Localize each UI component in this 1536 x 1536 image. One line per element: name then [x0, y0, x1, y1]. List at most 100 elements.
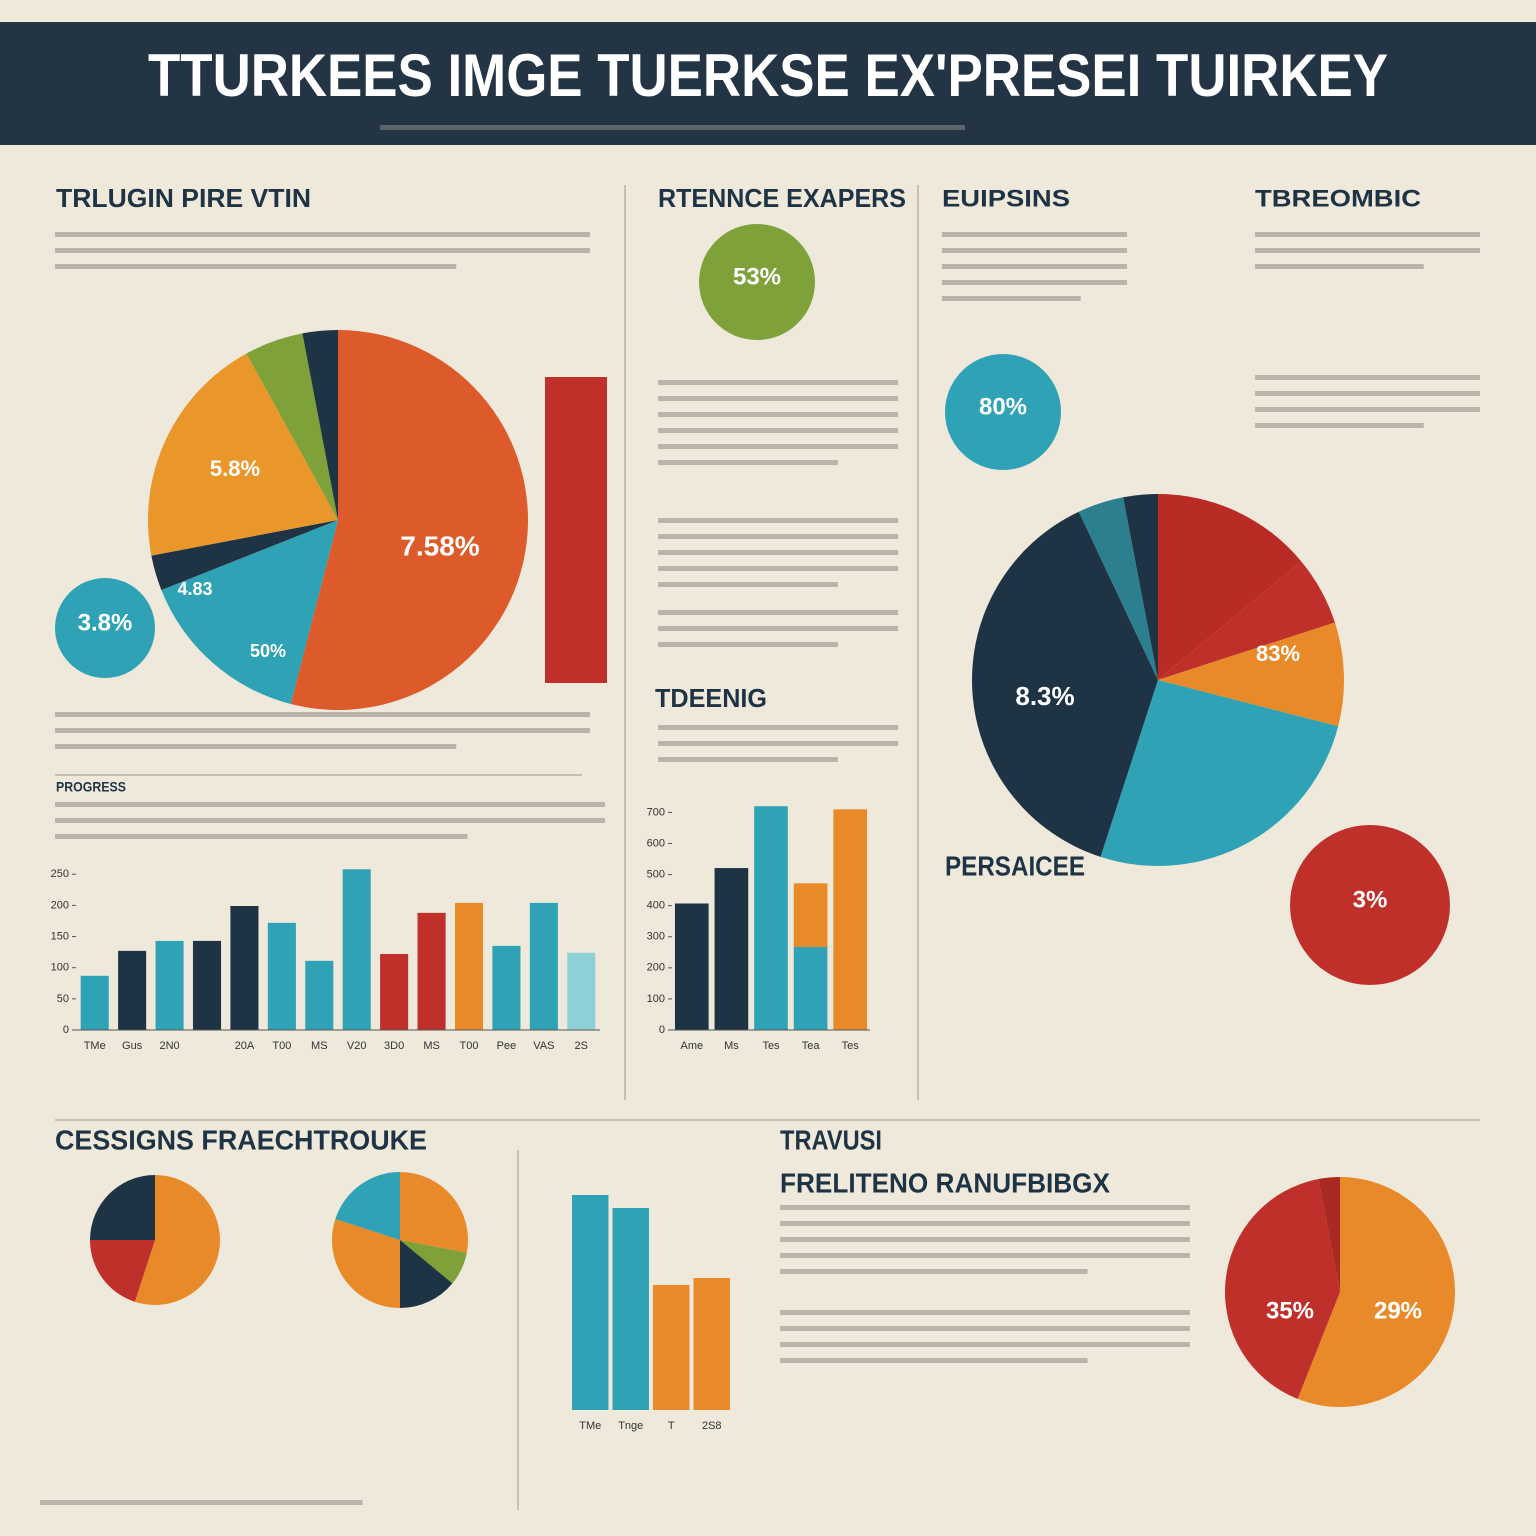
text-placeholder — [780, 1342, 1190, 1347]
x-tick-label: Ms — [724, 1040, 739, 1052]
x-tick-label: 2N0 — [159, 1040, 179, 1052]
callout-label: 80% — [979, 393, 1027, 420]
text-placeholder — [55, 744, 457, 749]
bar — [653, 1285, 690, 1410]
section-heading: PROGRESS — [56, 779, 126, 795]
text-placeholder — [658, 642, 838, 647]
y-tick-label: 250 — [51, 868, 69, 880]
bar — [155, 940, 184, 1030]
text-placeholder — [658, 534, 898, 539]
callout-circle — [55, 578, 155, 678]
y-tick-label: 700 — [647, 806, 665, 818]
pie-slice — [148, 353, 338, 556]
bar — [492, 945, 521, 1030]
bar — [714, 868, 749, 1030]
pie-slice — [400, 1172, 468, 1253]
pie-slice — [1123, 494, 1158, 680]
bar — [572, 1195, 609, 1410]
bar — [454, 902, 484, 1030]
pie-slice — [1078, 497, 1158, 680]
bar — [793, 883, 828, 948]
y-tick-label: 100 — [51, 962, 69, 974]
text-placeholder — [942, 264, 1127, 269]
pie-slice — [400, 1240, 467, 1284]
text-placeholder — [658, 412, 898, 417]
text-placeholder — [780, 1253, 1190, 1258]
pie-annotation: 5.8% — [210, 456, 260, 481]
bar — [267, 922, 296, 1030]
bar — [80, 975, 109, 1030]
pie-slice — [1225, 1179, 1340, 1399]
text-placeholder — [658, 757, 838, 762]
y-tick-label: 0 — [63, 1024, 69, 1036]
text-placeholder — [658, 518, 898, 523]
bar — [674, 903, 709, 1030]
pie-slice — [134, 1175, 220, 1305]
section-heading: RTENNCE EXAPERS — [658, 183, 906, 213]
y-tick-label: 100 — [647, 993, 665, 1005]
text-placeholder — [1255, 375, 1480, 380]
y-tick-label: 200 — [647, 962, 665, 974]
x-tick-label: V20 — [347, 1040, 367, 1052]
page-title: TTURKEES IMGE TUERKSE EX'PRESEI TUIRKEY — [148, 42, 1388, 109]
callout-circle — [1290, 825, 1450, 985]
pie-slice — [90, 1240, 155, 1302]
bar — [793, 947, 828, 1030]
text-placeholder — [658, 428, 898, 433]
pie-annotation: 4.83 — [177, 579, 212, 599]
x-tick-label: 20A — [235, 1040, 255, 1052]
pie-annotation: 8.3% — [1015, 681, 1074, 711]
x-tick-label: MS — [311, 1040, 328, 1052]
section-heading: TBREOMBIC — [1255, 185, 1421, 212]
x-tick-label: T00 — [272, 1040, 291, 1052]
text-placeholder — [55, 802, 605, 807]
pie-slice — [1297, 1177, 1455, 1408]
pie-slice — [1100, 680, 1339, 866]
bar — [305, 960, 334, 1030]
bar — [567, 952, 596, 1030]
bar — [545, 377, 607, 683]
text-placeholder — [658, 550, 898, 555]
x-tick-label: Ame — [680, 1040, 703, 1052]
x-tick-label: Tes — [842, 1040, 860, 1052]
pie-slice — [1318, 1177, 1340, 1292]
text-placeholder — [942, 296, 1081, 301]
callout-label: 53% — [733, 263, 781, 290]
bar — [417, 912, 446, 1030]
pie-annotation: 35% — [1266, 1297, 1314, 1324]
pie-slice — [1158, 561, 1335, 680]
text-placeholder — [658, 610, 898, 615]
pie-slice — [246, 333, 338, 520]
bar — [833, 809, 868, 1030]
bar — [118, 950, 147, 1030]
text-placeholder — [942, 248, 1127, 253]
text-placeholder — [780, 1237, 1190, 1242]
bar — [230, 906, 259, 1030]
x-tick-label: T00 — [460, 1040, 479, 1052]
pie-slice — [151, 520, 338, 590]
text-placeholder — [40, 1500, 363, 1505]
section-heading: PERSAICEE — [945, 850, 1085, 881]
text-placeholder — [658, 725, 898, 730]
x-tick-label: 3D0 — [384, 1040, 404, 1052]
pie-annotation: 50% — [250, 641, 286, 661]
text-placeholder — [780, 1221, 1190, 1226]
x-tick-label: TMe — [579, 1420, 601, 1432]
pie-annotation: 83% — [1256, 641, 1300, 666]
callout-label: 3.8% — [78, 609, 133, 636]
text-placeholder — [55, 248, 590, 253]
text-placeholder — [780, 1205, 1190, 1210]
text-placeholder — [1255, 232, 1480, 237]
header-band — [0, 22, 1536, 145]
text-placeholder — [1255, 407, 1480, 412]
pie-slice — [335, 1172, 400, 1240]
section-heading: EUIPSINS — [942, 185, 1070, 212]
text-placeholder — [1255, 423, 1424, 428]
text-placeholder — [55, 264, 457, 269]
bar — [529, 902, 558, 1030]
section-heading: CESSIGNS FRAECHTROUKE — [55, 1124, 427, 1155]
x-tick-label: MS — [423, 1040, 440, 1052]
x-tick-label: 2S8 — [702, 1420, 722, 1432]
y-tick-label: 500 — [647, 869, 665, 881]
